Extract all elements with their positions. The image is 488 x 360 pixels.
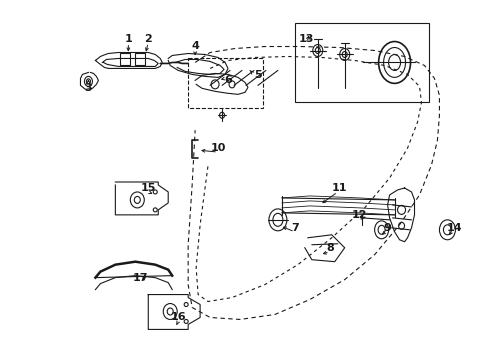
Text: 2: 2 xyxy=(144,33,152,44)
Text: 13: 13 xyxy=(299,33,314,44)
Text: 14: 14 xyxy=(446,223,461,233)
Text: 15: 15 xyxy=(140,183,156,193)
Text: 3: 3 xyxy=(84,84,92,93)
Text: 12: 12 xyxy=(351,210,366,220)
Text: 7: 7 xyxy=(290,223,298,233)
Text: 8: 8 xyxy=(325,243,333,253)
Text: 5: 5 xyxy=(254,71,261,80)
Text: 10: 10 xyxy=(210,143,225,153)
Bar xyxy=(294,23,428,102)
Text: 11: 11 xyxy=(331,183,347,193)
Text: 9: 9 xyxy=(383,223,391,233)
Text: 16: 16 xyxy=(170,312,185,323)
Text: 17: 17 xyxy=(132,273,148,283)
Text: 1: 1 xyxy=(124,33,132,44)
Text: 6: 6 xyxy=(224,75,231,85)
Bar xyxy=(135,54,145,66)
Text: 4: 4 xyxy=(191,41,199,50)
Bar xyxy=(188,58,263,108)
Bar xyxy=(120,54,130,66)
